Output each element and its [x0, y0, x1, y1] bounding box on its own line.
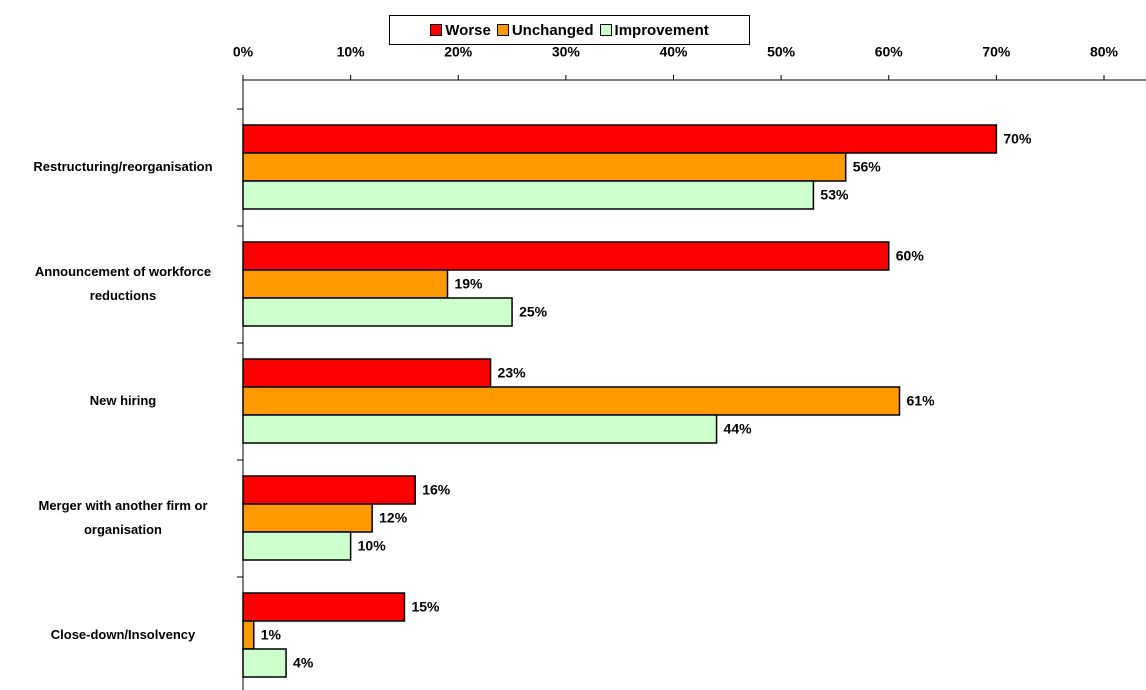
- bar: [242, 297, 513, 327]
- category-label: Close-down/Insolvency: [50, 627, 196, 642]
- value-label: 15%: [411, 599, 440, 615]
- value-label: 19%: [454, 276, 483, 292]
- legend-swatch: [430, 24, 443, 36]
- bar: [242, 124, 998, 154]
- legend-swatch: [599, 24, 612, 36]
- legend-label: Unchanged: [511, 21, 594, 39]
- bar: [242, 386, 901, 416]
- x-tick-label: 80%: [1090, 44, 1119, 60]
- bar: [242, 503, 373, 533]
- category-label: Merger with another firm or organisation: [38, 498, 208, 537]
- value-label: 44%: [724, 421, 753, 437]
- value-label: 10%: [358, 538, 387, 554]
- legend-item: Unchanged: [496, 21, 594, 39]
- legend: Worse Unchanged Improvement: [389, 15, 750, 45]
- bar: [242, 269, 449, 299]
- legend-label: Worse: [445, 21, 491, 39]
- x-tick-label: 70%: [982, 44, 1011, 60]
- value-label: 25%: [519, 304, 548, 320]
- value-label: 16%: [422, 482, 451, 498]
- bar: [242, 152, 847, 182]
- bar: [242, 414, 718, 444]
- value-label: 60%: [896, 248, 925, 264]
- bar: [242, 180, 815, 210]
- bar: [242, 475, 416, 505]
- value-label: 23%: [498, 365, 527, 381]
- legend-label: Improvement: [614, 21, 709, 39]
- category-label: New hiring: [89, 393, 157, 408]
- value-label: 4%: [293, 655, 314, 671]
- x-tick-label: 10%: [337, 44, 366, 60]
- category-label: Restructuring/reorganisation: [33, 159, 213, 174]
- legend-item: Improvement: [599, 21, 709, 39]
- x-tick-label: 60%: [875, 44, 904, 60]
- bar: [242, 620, 255, 650]
- bar: [242, 531, 352, 561]
- category-label: Announcement of workforce reductions: [34, 264, 212, 303]
- value-label: 53%: [820, 187, 849, 203]
- bar: [242, 648, 287, 678]
- bar: [242, 358, 492, 388]
- value-label: 70%: [1003, 131, 1032, 147]
- legend-item: Worse: [430, 22, 491, 39]
- x-tick-label: 40%: [659, 44, 688, 60]
- x-tick-label: 30%: [552, 44, 581, 60]
- bar: [242, 241, 890, 271]
- x-tick-label: 20%: [444, 44, 473, 60]
- value-label: 1%: [261, 627, 282, 643]
- value-label: 12%: [379, 510, 408, 526]
- value-label: 61%: [907, 393, 936, 409]
- x-tick-label: 0%: [233, 44, 254, 60]
- bar: [242, 592, 406, 622]
- legend-swatch: [496, 24, 509, 36]
- value-label: 56%: [853, 159, 882, 175]
- x-tick-label: 50%: [767, 44, 796, 60]
